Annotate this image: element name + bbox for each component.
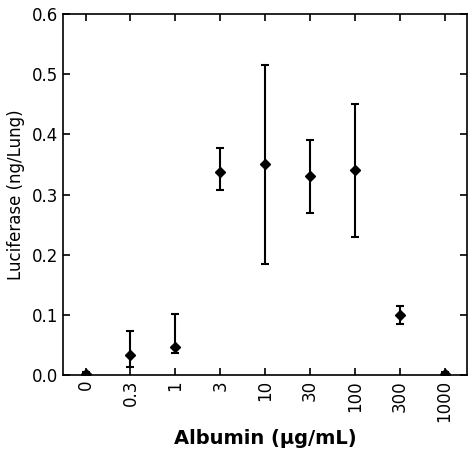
X-axis label: Albumin (μg/mL): Albumin (μg/mL) bbox=[174, 429, 356, 448]
Y-axis label: Luciferase (ng/Lung): Luciferase (ng/Lung) bbox=[7, 109, 25, 280]
